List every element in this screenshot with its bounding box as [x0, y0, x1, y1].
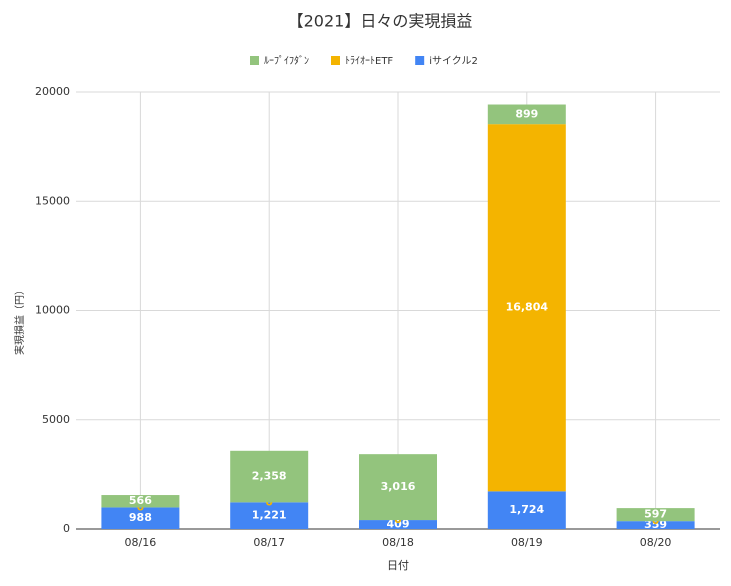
legend-swatch: [331, 56, 340, 65]
y-tick-label: 10000: [35, 304, 70, 317]
bar-segment: [616, 521, 695, 529]
data-label: 2,358: [252, 470, 287, 483]
legend-label: ﾙｰﾌﾟｲﾌﾀﾞﾝ: [264, 55, 309, 67]
bar-segment: [359, 454, 437, 521]
data-label: 988: [129, 511, 152, 524]
bar-segment: [230, 502, 309, 529]
legend-label: ﾄﾗｲｵｰﾄETF: [345, 55, 393, 67]
data-label: 1,221: [252, 509, 287, 522]
bar-segment: [487, 104, 566, 125]
data-label: 566: [129, 494, 152, 507]
y-axis-label: 実現損益（円）: [13, 285, 26, 355]
bar-segment: [616, 508, 695, 522]
chart-title: 【2021】日々の実現損益: [288, 12, 473, 31]
x-tick-label: 08/19: [511, 536, 543, 549]
legend-swatch: [415, 56, 425, 65]
bar-segment: [101, 495, 180, 508]
data-label: 899: [515, 107, 538, 120]
y-tick-label: 15000: [35, 194, 70, 207]
x-axis-label: 日付: [387, 559, 409, 572]
x-tick-label: 08/17: [253, 536, 285, 549]
data-label: 16,804: [506, 301, 549, 314]
x-tick-label: 08/16: [125, 536, 157, 549]
x-tick-label: 08/20: [640, 536, 672, 549]
bar-segment: [101, 507, 180, 529]
bar-segment: [359, 520, 437, 529]
data-label: 359: [644, 518, 667, 531]
y-tick-label: 5000: [42, 413, 70, 426]
bar-segment: [487, 124, 566, 492]
y-tick-label: 20000: [35, 85, 70, 98]
bar-segment: [487, 491, 566, 529]
bar-segment: [230, 450, 309, 503]
x-tick-label: 08/18: [382, 536, 414, 549]
legend-label: iサイクル2: [429, 55, 478, 67]
y-tick-label: 0: [63, 522, 70, 535]
data-label: 409: [387, 518, 410, 531]
data-label: 3,016: [381, 480, 416, 493]
data-label: 597: [644, 508, 667, 521]
data-label: 1,724: [509, 503, 544, 516]
legend-swatch: [250, 56, 259, 65]
